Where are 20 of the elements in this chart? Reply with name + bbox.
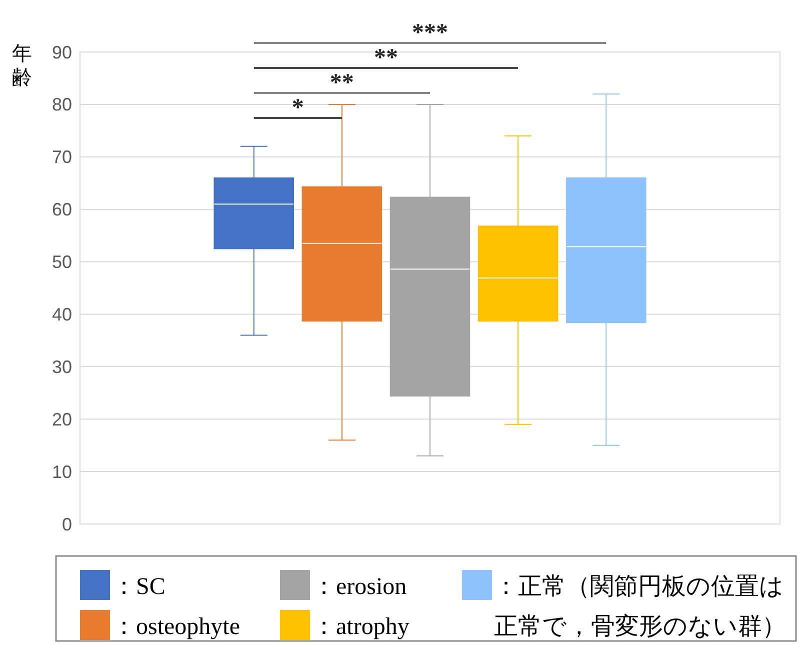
y-tick-label: 90	[52, 42, 72, 62]
annotation: **	[374, 45, 398, 71]
y-tick-label: 20	[52, 409, 72, 430]
annotation: *	[292, 95, 304, 121]
legend-label: ：正常（関節円板の位置は正常で，骨変形のない群）	[494, 574, 786, 640]
y-tick-label: 70	[52, 147, 72, 168]
legend-label: ：atrophy	[312, 614, 410, 640]
y-tick-label: 50	[52, 252, 72, 272]
legend-label: ：erosion	[312, 574, 407, 600]
y-tick-label: 30	[52, 356, 72, 377]
y-tick-label: 0	[62, 514, 72, 534]
legend-label: ：osteophyte	[112, 614, 240, 640]
y-tick-label: 60	[52, 200, 72, 220]
y-axis-title: 年齢	[12, 43, 32, 89]
y-tick-label: 80	[52, 94, 72, 115]
y-tick-label: 40	[52, 304, 72, 325]
annotation: **	[330, 70, 354, 96]
legend-label: ：SC	[112, 574, 166, 600]
y-tick-label: 10	[52, 462, 72, 482]
text: ***	[412, 20, 448, 46]
